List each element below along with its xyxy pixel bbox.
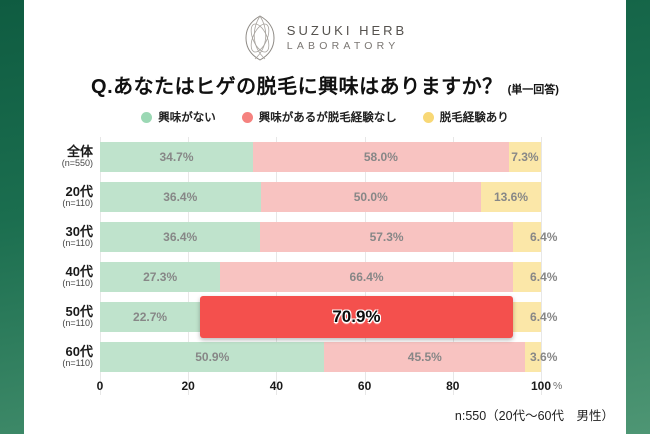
segment-value-label: 6.4%: [530, 270, 558, 284]
segment-value-label: 45.5%: [407, 350, 442, 364]
segment-value-label: 50.9%: [195, 350, 230, 364]
segment-value-label: 3.6%: [530, 350, 558, 364]
legend-dot-yellow-icon: [422, 111, 434, 123]
chart-row: 40代 (n=110) 27.3% 66.4% 6.4%: [24, 257, 626, 297]
brand-name: SUZUKI HERB LABORATORY: [287, 23, 407, 52]
row-sample-size: (n=550): [61, 158, 93, 169]
legend-label: 脱毛経験あり: [439, 112, 509, 124]
brand-name-line1: SUZUKI HERB: [286, 23, 408, 39]
legend-label: 興味があるが脱毛経験なし: [258, 112, 397, 124]
legend-item-no-interest: 興味がない: [141, 109, 216, 125]
bar-segment: 57.3%: [260, 222, 513, 252]
bar-segment: 58.0%: [253, 142, 509, 172]
row-category: 50代: [65, 303, 93, 319]
row-track: 27.3% 66.4% 6.4%: [100, 262, 557, 292]
row-category: 全体: [66, 143, 93, 159]
row-track: 22.7% 70.9% 6.4%: [100, 296, 557, 338]
sample-footnote: n:550（20代〜60代 男性）: [454, 409, 614, 423]
x-axis: % 0 20 40 60 80 100: [96, 379, 563, 395]
row-label: 40代 (n=110): [24, 263, 100, 289]
row-sample-size: (n=110): [62, 318, 93, 329]
legend-item-experience: 脱毛経験あり: [422, 109, 509, 125]
bar-segment: 66.4%: [220, 262, 513, 292]
legend-dot-green-icon: [141, 111, 153, 123]
chart-rows: 全体 (n=550) 34.7% 58.0% 7.3% 20代 (n=110) 36.4% 50…: [24, 137, 626, 377]
segment-value-label: 58.0%: [363, 150, 398, 164]
segment-value-label: 7.3%: [511, 150, 539, 164]
brand-name-line2: LABORATORY: [286, 39, 400, 52]
segment-value-label: 6.4%: [530, 310, 558, 324]
answer-type-note: (単一回答): [507, 84, 559, 96]
bar-segment: 36.4%: [100, 182, 261, 212]
segment-value-label: 36.4%: [163, 230, 198, 244]
segment-value-label: 50.0%: [353, 190, 388, 204]
row-sample-size: (n=110): [62, 358, 93, 369]
segment-value-label: 13.6%: [493, 190, 529, 204]
row-label: 60代 (n=110): [24, 343, 100, 369]
x-axis-tick: 60: [357, 379, 372, 393]
segment-value-label: 70.9%: [332, 307, 381, 326]
row-sample-size: (n=110): [62, 278, 93, 289]
segment-value-label: 6.4%: [530, 230, 558, 244]
segment-value-label: 66.4%: [349, 270, 384, 284]
chart-row: 50代 (n=110) 22.7% 70.9% 6.4%: [24, 296, 626, 338]
bar-segment: 34.7%: [100, 142, 254, 172]
x-axis-unit: %: [553, 380, 563, 392]
row-label: 30代 (n=110): [24, 223, 100, 249]
brand-logo: SUZUKI HERB LABORATORY: [24, 15, 626, 61]
row-track: 34.7% 58.0% 7.3%: [100, 142, 541, 172]
chart-row: 20代 (n=110) 36.4% 50.0% 13.6%: [24, 177, 626, 217]
segment-value-label: 36.4%: [163, 190, 198, 204]
x-axis-tick: 40: [269, 379, 284, 393]
bar-segment: 22.7%: [100, 302, 201, 332]
x-axis-tick: 80: [446, 379, 460, 393]
segment-value-label: 34.7%: [159, 150, 194, 164]
row-sample-size: (n=110): [62, 198, 93, 209]
highlighted-bar-segment: 70.9%: [200, 296, 513, 338]
bar-segment: 7.3%: [508, 142, 541, 172]
chart-row: 30代 (n=110) 36.4% 57.3% 6.4%: [24, 217, 626, 257]
segment-value-label: 22.7%: [133, 310, 168, 324]
row-track: 50.9% 45.5% 3.6%: [100, 342, 557, 372]
x-axis-tick: 20: [181, 379, 195, 393]
legend-item-interest-no-experience: 興味があるが脱毛経験なし: [241, 109, 397, 125]
row-track: 36.4% 50.0% 13.6%: [100, 182, 541, 212]
bar-segment: 13.6%: [481, 182, 541, 212]
herb-emblem-icon: [245, 15, 275, 61]
row-category: 20代: [65, 183, 93, 199]
legend-dot-pink-icon: [241, 111, 253, 123]
row-category: 30代: [65, 223, 93, 239]
bar-segment: 6.4%: [512, 222, 557, 252]
row-track: 36.4% 57.3% 6.4%: [100, 222, 557, 252]
legend: 興味がない 興味があるが脱毛経験なし 脱毛経験あり: [24, 109, 626, 125]
legend-label: 興味がない: [158, 112, 216, 124]
row-sample-size: (n=110): [62, 238, 93, 249]
gridline: [541, 137, 542, 395]
row-label: 20代 (n=110): [24, 183, 100, 209]
bar-segment: 45.5%: [324, 342, 526, 372]
x-axis-tick: 0: [96, 379, 104, 393]
bar-segment: 36.4%: [100, 222, 261, 252]
chart-card: SUZUKI HERB LABORATORY Q.あなたはヒゲの脱毛に興味はあり…: [24, 0, 626, 434]
stacked-bar-chart: 全体 (n=550) 34.7% 58.0% 7.3% 20代 (n=110) 36.4% 50…: [24, 137, 626, 395]
bar-segment: 3.6%: [525, 342, 557, 372]
row-label: 50代 (n=110): [24, 303, 100, 329]
bar-segment: 50.9%: [100, 342, 325, 372]
chart-title: Q.あなたはヒゲの脱毛に興味はありますか？ (単一回答): [24, 70, 626, 99]
row-label: 全体 (n=550): [24, 143, 100, 169]
row-category: 40代: [65, 263, 93, 279]
chart-row: 60代 (n=110) 50.9% 45.5% 3.6%: [24, 337, 626, 377]
bar-segment: 27.3%: [100, 262, 221, 292]
segment-value-label: 57.3%: [369, 230, 404, 244]
segment-value-label: 27.3%: [143, 270, 178, 284]
question-text: Q.あなたはヒゲの脱毛に興味はありますか？: [91, 76, 503, 98]
row-category: 60代: [65, 343, 93, 359]
bar-segment: 6.4%: [512, 262, 557, 292]
x-axis-tick: 100: [530, 379, 552, 393]
bar-segment: 50.0%: [260, 182, 482, 212]
chart-row: 全体 (n=550) 34.7% 58.0% 7.3%: [24, 137, 626, 177]
bar-segment: 6.4%: [512, 302, 557, 332]
